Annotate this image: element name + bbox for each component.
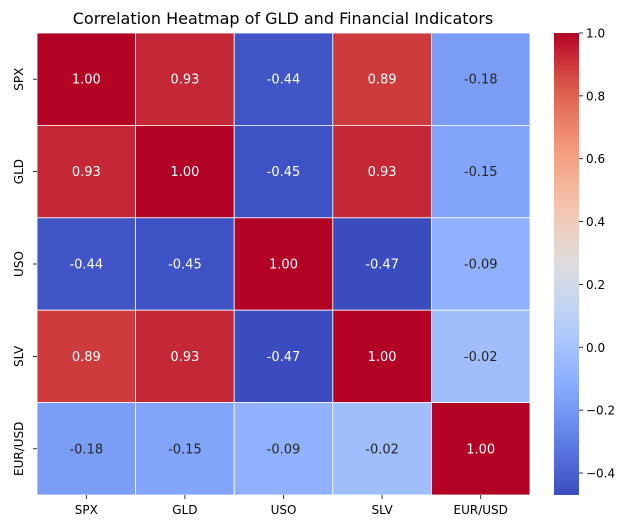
y-axis-ticks: SPX GLD USO SLV EUR/USD: [12, 68, 37, 476]
cell-eur-usd-gld-label: -0.15: [168, 442, 202, 457]
cell-eur-usd-spx-label: -0.18: [69, 442, 103, 457]
cell-eur-usd-spx: [36, 402, 136, 496]
colorbar-tick-label: 1.0: [586, 27, 605, 41]
x-axis-ticks: SPX GLD USO SLV EUR/USD: [75, 495, 508, 517]
x-tick-label: GLD: [172, 503, 197, 517]
cell-spx-gld-label: 0.93: [170, 73, 199, 88]
colorbar-tick-label: 0.4: [586, 215, 605, 229]
cell-uso-uso-label: 1.00: [269, 258, 298, 273]
cell-spx-eur-usd: [430, 32, 531, 126]
cell-eur-usd-uso: [233, 402, 334, 496]
cell-spx-spx-label: 1.00: [72, 73, 101, 88]
cell-slv-slv: [332, 309, 432, 404]
cell-slv-slv-label: 1.00: [368, 350, 397, 365]
cell-gld-eur-usd: [430, 125, 531, 219]
cell-gld-uso-label: -0.45: [267, 165, 301, 180]
colorbar-tick-label: 0.2: [586, 278, 605, 292]
colorbar-tick-label: 0.6: [586, 152, 605, 166]
cell-eur-usd-eur-usd: [430, 402, 531, 496]
cell-uso-eur-usd: [430, 217, 531, 311]
colorbar-tick-label: −0.2: [586, 404, 615, 418]
x-tick-label: SPX: [75, 503, 98, 517]
cell-spx-slv: [332, 32, 432, 126]
cell-gld-spx-label: 0.93: [72, 165, 101, 180]
cell-spx-spx: [36, 32, 136, 126]
colorbar-tick-label: −0.4: [586, 467, 615, 481]
cell-eur-usd-slv-label: -0.02: [365, 442, 399, 457]
cell-uso-gld-label: -0.45: [168, 258, 202, 273]
cell-gld-eur-usd-label: -0.15: [464, 165, 498, 180]
cell-gld-uso: [233, 125, 334, 219]
y-tick-label: SPX: [12, 68, 26, 91]
cell-eur-usd-uso-label: -0.09: [267, 442, 301, 457]
cell-uso-slv: [332, 217, 432, 311]
cell-uso-uso: [233, 217, 334, 311]
cell-slv-gld: [135, 309, 235, 404]
cell-slv-eur-usd-label: -0.02: [464, 350, 498, 365]
colorbar: 1.0 0.8 0.6 0.4 0.2 0.0 −0.2 −0.4: [554, 27, 615, 495]
x-tick-label: SLV: [371, 503, 393, 517]
cell-spx-eur-usd-label: -0.18: [464, 73, 498, 88]
chart-title: Correlation Heatmap of GLD and Financial…: [73, 9, 494, 28]
heatmap-cell-labels: 1.00 0.93 -0.44 0.89 -0.18 0.93 1.00 -0.45 0.93 -…: [69, 73, 497, 458]
cell-slv-gld-label: 0.93: [170, 350, 199, 365]
cell-uso-spx-label: -0.44: [69, 258, 103, 273]
y-tick-label: EUR/USD: [12, 422, 26, 476]
cell-slv-uso: [233, 309, 334, 404]
colorbar-tick-label: 0.0: [586, 341, 605, 355]
cell-slv-eur-usd: [430, 309, 531, 404]
cell-spx-slv-label: 0.89: [368, 73, 397, 88]
heatmap-cells: [36, 32, 531, 496]
cell-spx-uso-label: -0.44: [267, 73, 301, 88]
cell-slv-spx-label: 0.89: [72, 350, 101, 365]
cell-uso-slv-label: -0.47: [365, 258, 399, 273]
cell-slv-uso-label: -0.47: [267, 350, 301, 365]
cell-gld-spx: [36, 125, 136, 219]
cell-spx-gld: [135, 32, 235, 126]
colorbar-gradient: [554, 33, 579, 495]
cell-uso-gld: [135, 217, 235, 311]
cell-eur-usd-eur-usd-label: 1.00: [466, 442, 495, 457]
y-tick-label: USO: [12, 251, 26, 277]
y-tick-label: SLV: [12, 345, 26, 367]
cell-eur-usd-gld: [135, 402, 235, 496]
cell-spx-uso: [233, 32, 334, 126]
colorbar-tick-label: 0.8: [586, 89, 605, 103]
y-tick-label: GLD: [12, 159, 26, 184]
cell-gld-slv-label: 0.93: [368, 165, 397, 180]
x-tick-label: USO: [271, 503, 297, 517]
cell-gld-gld-label: 1.00: [170, 165, 199, 180]
x-tick-label: EUR/USD: [454, 503, 508, 517]
cell-uso-eur-usd-label: -0.09: [464, 258, 498, 273]
